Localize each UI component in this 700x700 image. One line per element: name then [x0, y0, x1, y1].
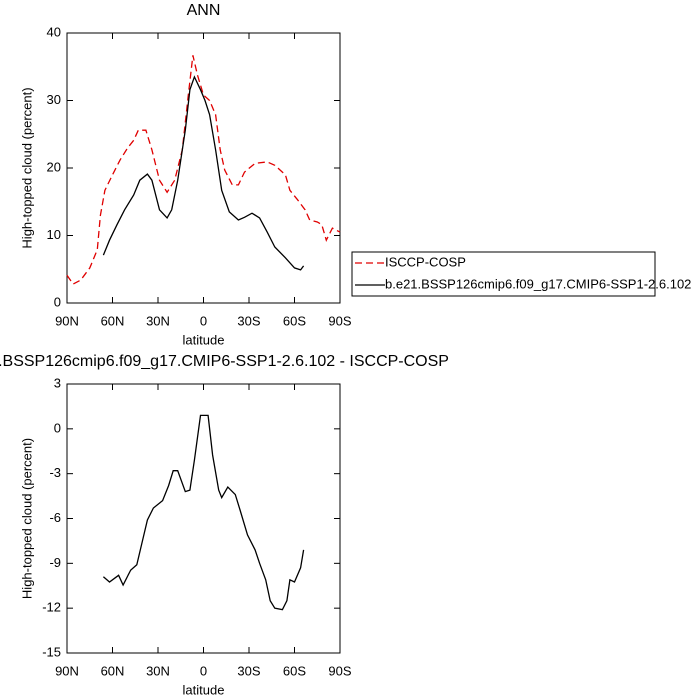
x-axis-label: latitude [183, 332, 225, 347]
data-line [102, 75, 305, 271]
x-tick-label: 30N [146, 663, 170, 678]
x-tick-label: 60N [101, 663, 125, 678]
x-tick-label: 90S [328, 663, 351, 678]
y-tick-label: -6 [49, 510, 61, 525]
y-tick-label: -9 [49, 555, 61, 570]
x-tick-label: 90S [328, 313, 351, 328]
y-axis-label: High-topped cloud (percent) [19, 87, 34, 248]
y-axis-label: High-topped cloud (percent) [19, 438, 34, 599]
plot-frame [66, 32, 341, 304]
x-tick-label: 30S [237, 313, 260, 328]
plot-frame [66, 383, 341, 654]
x-tick-label: 30S [237, 663, 260, 678]
legend-label: b.e21.BSSP126cmip6.f09_g17.CMIP6-SSP1-2.… [385, 276, 691, 291]
x-tick-label: 30N [146, 313, 170, 328]
x-tick-label: 60N [101, 313, 125, 328]
x-tick-label: 60S [283, 663, 306, 678]
data-line [102, 414, 305, 611]
x-tick-label: 90N [55, 313, 79, 328]
x-tick-label: 60S [283, 313, 306, 328]
y-tick-label: 30 [47, 92, 61, 107]
y-tick-label: -3 [49, 465, 61, 480]
x-axis-label: latitude [183, 682, 225, 697]
data-line [66, 55, 341, 285]
x-tick-label: 0 [200, 663, 207, 678]
legend-box [351, 251, 656, 297]
x-tick-label: 90N [55, 663, 79, 678]
y-tick-label: 0 [54, 294, 61, 309]
y-tick-label: 3 [54, 375, 61, 390]
y-tick-label: -15 [42, 644, 61, 659]
chart-title: ANN [187, 2, 221, 19]
x-tick-label: 0 [200, 313, 207, 328]
chart-title: b.e21.BSSP126cmip6.f09_g17.CMIP6-SSP1-2.… [0, 353, 449, 370]
y-tick-label: 40 [47, 24, 61, 39]
y-tick-label: 20 [47, 159, 61, 174]
y-tick-label: -12 [42, 600, 61, 615]
y-tick-label: 10 [47, 227, 61, 242]
legend-label: ISCCP-COSP [385, 254, 466, 269]
y-tick-label: 0 [54, 420, 61, 435]
